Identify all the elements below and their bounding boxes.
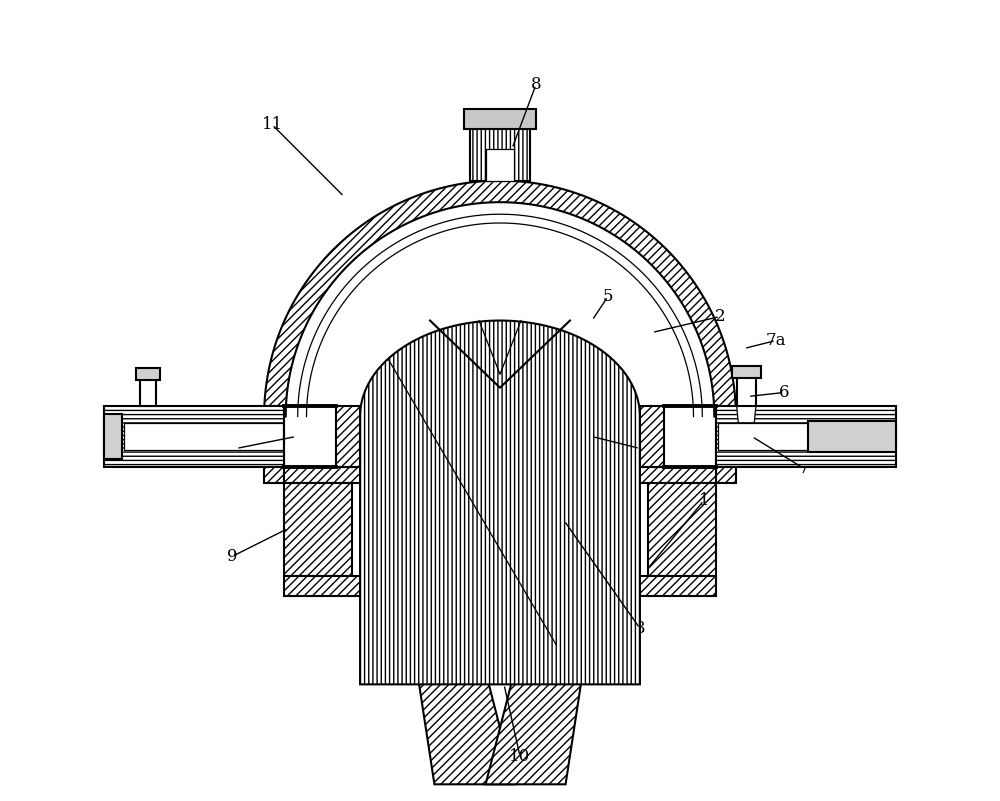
- Text: 7: 7: [799, 460, 809, 477]
- Text: 11: 11: [261, 116, 283, 133]
- Text: 7a: 7a: [766, 332, 786, 349]
- Polygon shape: [136, 368, 160, 380]
- Polygon shape: [264, 180, 736, 417]
- Polygon shape: [406, 597, 514, 784]
- Polygon shape: [284, 467, 716, 483]
- Polygon shape: [104, 413, 122, 459]
- Polygon shape: [140, 374, 156, 406]
- Text: 2: 2: [715, 308, 725, 325]
- Polygon shape: [716, 406, 896, 467]
- Polygon shape: [808, 421, 896, 452]
- Polygon shape: [718, 423, 808, 450]
- Polygon shape: [284, 483, 352, 577]
- Polygon shape: [470, 121, 530, 180]
- Polygon shape: [464, 110, 536, 129]
- Polygon shape: [737, 372, 756, 406]
- Polygon shape: [336, 406, 360, 467]
- Polygon shape: [716, 417, 736, 483]
- Polygon shape: [284, 577, 716, 597]
- Text: 9: 9: [227, 548, 237, 565]
- Polygon shape: [732, 366, 761, 378]
- Polygon shape: [640, 406, 664, 467]
- Polygon shape: [124, 423, 283, 450]
- Polygon shape: [360, 320, 640, 684]
- Text: 4: 4: [231, 440, 241, 457]
- Text: 3: 3: [635, 620, 645, 637]
- Text: 4: 4: [635, 440, 645, 457]
- Text: 8: 8: [531, 76, 541, 93]
- Polygon shape: [737, 406, 756, 423]
- Text: 5: 5: [603, 288, 613, 305]
- Text: 1: 1: [699, 492, 709, 509]
- Polygon shape: [104, 406, 284, 467]
- Polygon shape: [486, 150, 514, 180]
- Polygon shape: [648, 483, 716, 577]
- Polygon shape: [264, 417, 284, 483]
- Text: 10: 10: [509, 748, 531, 765]
- Polygon shape: [486, 597, 594, 784]
- Text: 6: 6: [779, 384, 789, 401]
